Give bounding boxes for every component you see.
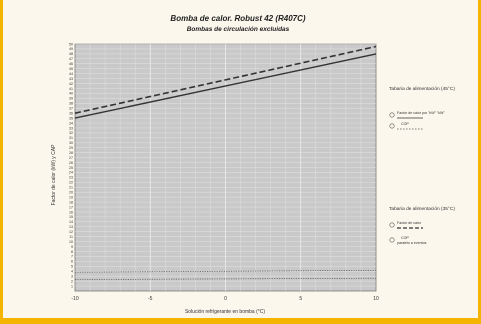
y-tick-label: 8: [71, 250, 73, 254]
axis-ticks: 1234567891011121314151617181920212223242…: [69, 42, 379, 302]
x-axis-label: Solución refrigerante en bomba (°C): [185, 309, 265, 315]
y-tick-label: 44: [69, 72, 73, 76]
y-tick-label: 4: [71, 270, 73, 274]
y-tick-label: 42: [69, 82, 73, 86]
y-tick-label: 20: [69, 191, 73, 195]
series-lines: [74, 45, 377, 280]
y-tick-label: 32: [69, 131, 73, 135]
x-tick-label: 10: [373, 296, 379, 302]
y-tick-label: 17: [69, 205, 73, 209]
y-tick-label: 43: [69, 77, 73, 81]
y-tick-label: 36: [69, 111, 73, 115]
y-tick-label: 12: [69, 230, 73, 234]
y-tick-label: 45: [69, 67, 73, 71]
y-tick-label: 6: [71, 260, 73, 264]
legend-item-3: Factor de calor: [397, 221, 422, 225]
y-tick-label: 15: [69, 215, 73, 219]
x-tick-label: 5: [299, 296, 302, 302]
y-tick-label: 41: [69, 87, 73, 91]
series-line-dashed: [74, 45, 377, 114]
y-tick-label: 1: [71, 284, 73, 288]
x-tick-label: -5: [148, 296, 153, 302]
y-tick-label: 5: [71, 265, 73, 269]
legend: Tabaria de alimentación (45°C) Factor de…: [389, 86, 455, 245]
y-tick-label: 33: [69, 126, 73, 130]
y-tick-label: 31: [69, 136, 73, 140]
y-tick-label: 25: [69, 166, 73, 170]
y-tick-label: 19: [69, 195, 73, 199]
legend-marker-3: [389, 222, 395, 228]
legend-heading-1: Tabaria de alimentación (45°C): [389, 86, 455, 92]
chart-canvas: Bomba de calor. Robust 42 (R407C) Bombas…: [51, 14, 455, 315]
legend-marker-4: [389, 237, 395, 243]
legend-marker-2: [389, 123, 395, 129]
y-tick-label: 28: [69, 151, 73, 155]
y-tick-label: 40: [69, 92, 73, 96]
y-tick-label: 11: [69, 235, 73, 239]
y-tick-label: 14: [69, 220, 73, 224]
chart-subtitle: Bombas de circulación excluidas: [187, 26, 290, 33]
y-tick-label: 38: [69, 102, 73, 106]
legend-item-1: Factor de calor por "kW" "kW": [397, 111, 445, 115]
y-tick-label: 39: [69, 97, 73, 101]
y-tick-label: 7: [71, 255, 73, 259]
y-tick-label: 16: [69, 210, 73, 214]
y-tick-label: 9: [71, 245, 73, 249]
x-tick-label: 0: [224, 296, 227, 302]
y-tick-label: 46: [69, 62, 73, 66]
y-tick-label: 13: [69, 225, 73, 229]
chart-title: Bomba de calor. Robust 42 (R407C): [170, 14, 305, 23]
y-tick-label: 35: [69, 116, 73, 120]
y-tick-label: 47: [69, 57, 73, 61]
legend-marker-1: [389, 112, 395, 118]
legend-item-5: paralelo a eventos: [397, 241, 427, 245]
y-tick-label: 50: [69, 42, 73, 46]
y-tick-label: 23: [69, 176, 73, 180]
y-tick-label: 27: [69, 156, 73, 160]
y-tick-label: 34: [69, 121, 73, 125]
y-tick-label: 2: [71, 279, 73, 283]
y-tick-label: 10: [69, 240, 73, 244]
grid-lines: [75, 43, 376, 291]
y-tick-label: 24: [69, 171, 73, 175]
y-tick-label: 30: [69, 141, 73, 145]
series-line-solid: [74, 53, 377, 119]
y-tick-label: 48: [69, 52, 73, 56]
y-tick-label: 26: [69, 161, 73, 165]
y-tick-label: 3: [71, 274, 73, 278]
x-tick-label: -10: [71, 296, 78, 302]
y-tick-label: 21: [69, 186, 73, 190]
legend-heading-2: Tabaria de alimentación (35°C): [389, 206, 455, 212]
y-axis-label: Factor de calor (kW) y CAP: [51, 144, 57, 206]
y-tick-label: 37: [69, 107, 73, 111]
legend-item-4: COP: [401, 236, 409, 240]
y-tick-label: 49: [69, 47, 73, 51]
legend-item-2: COP: [401, 122, 409, 126]
y-tick-label: 18: [69, 200, 73, 204]
y-tick-label: 29: [69, 146, 73, 150]
y-tick-label: 22: [69, 181, 73, 185]
